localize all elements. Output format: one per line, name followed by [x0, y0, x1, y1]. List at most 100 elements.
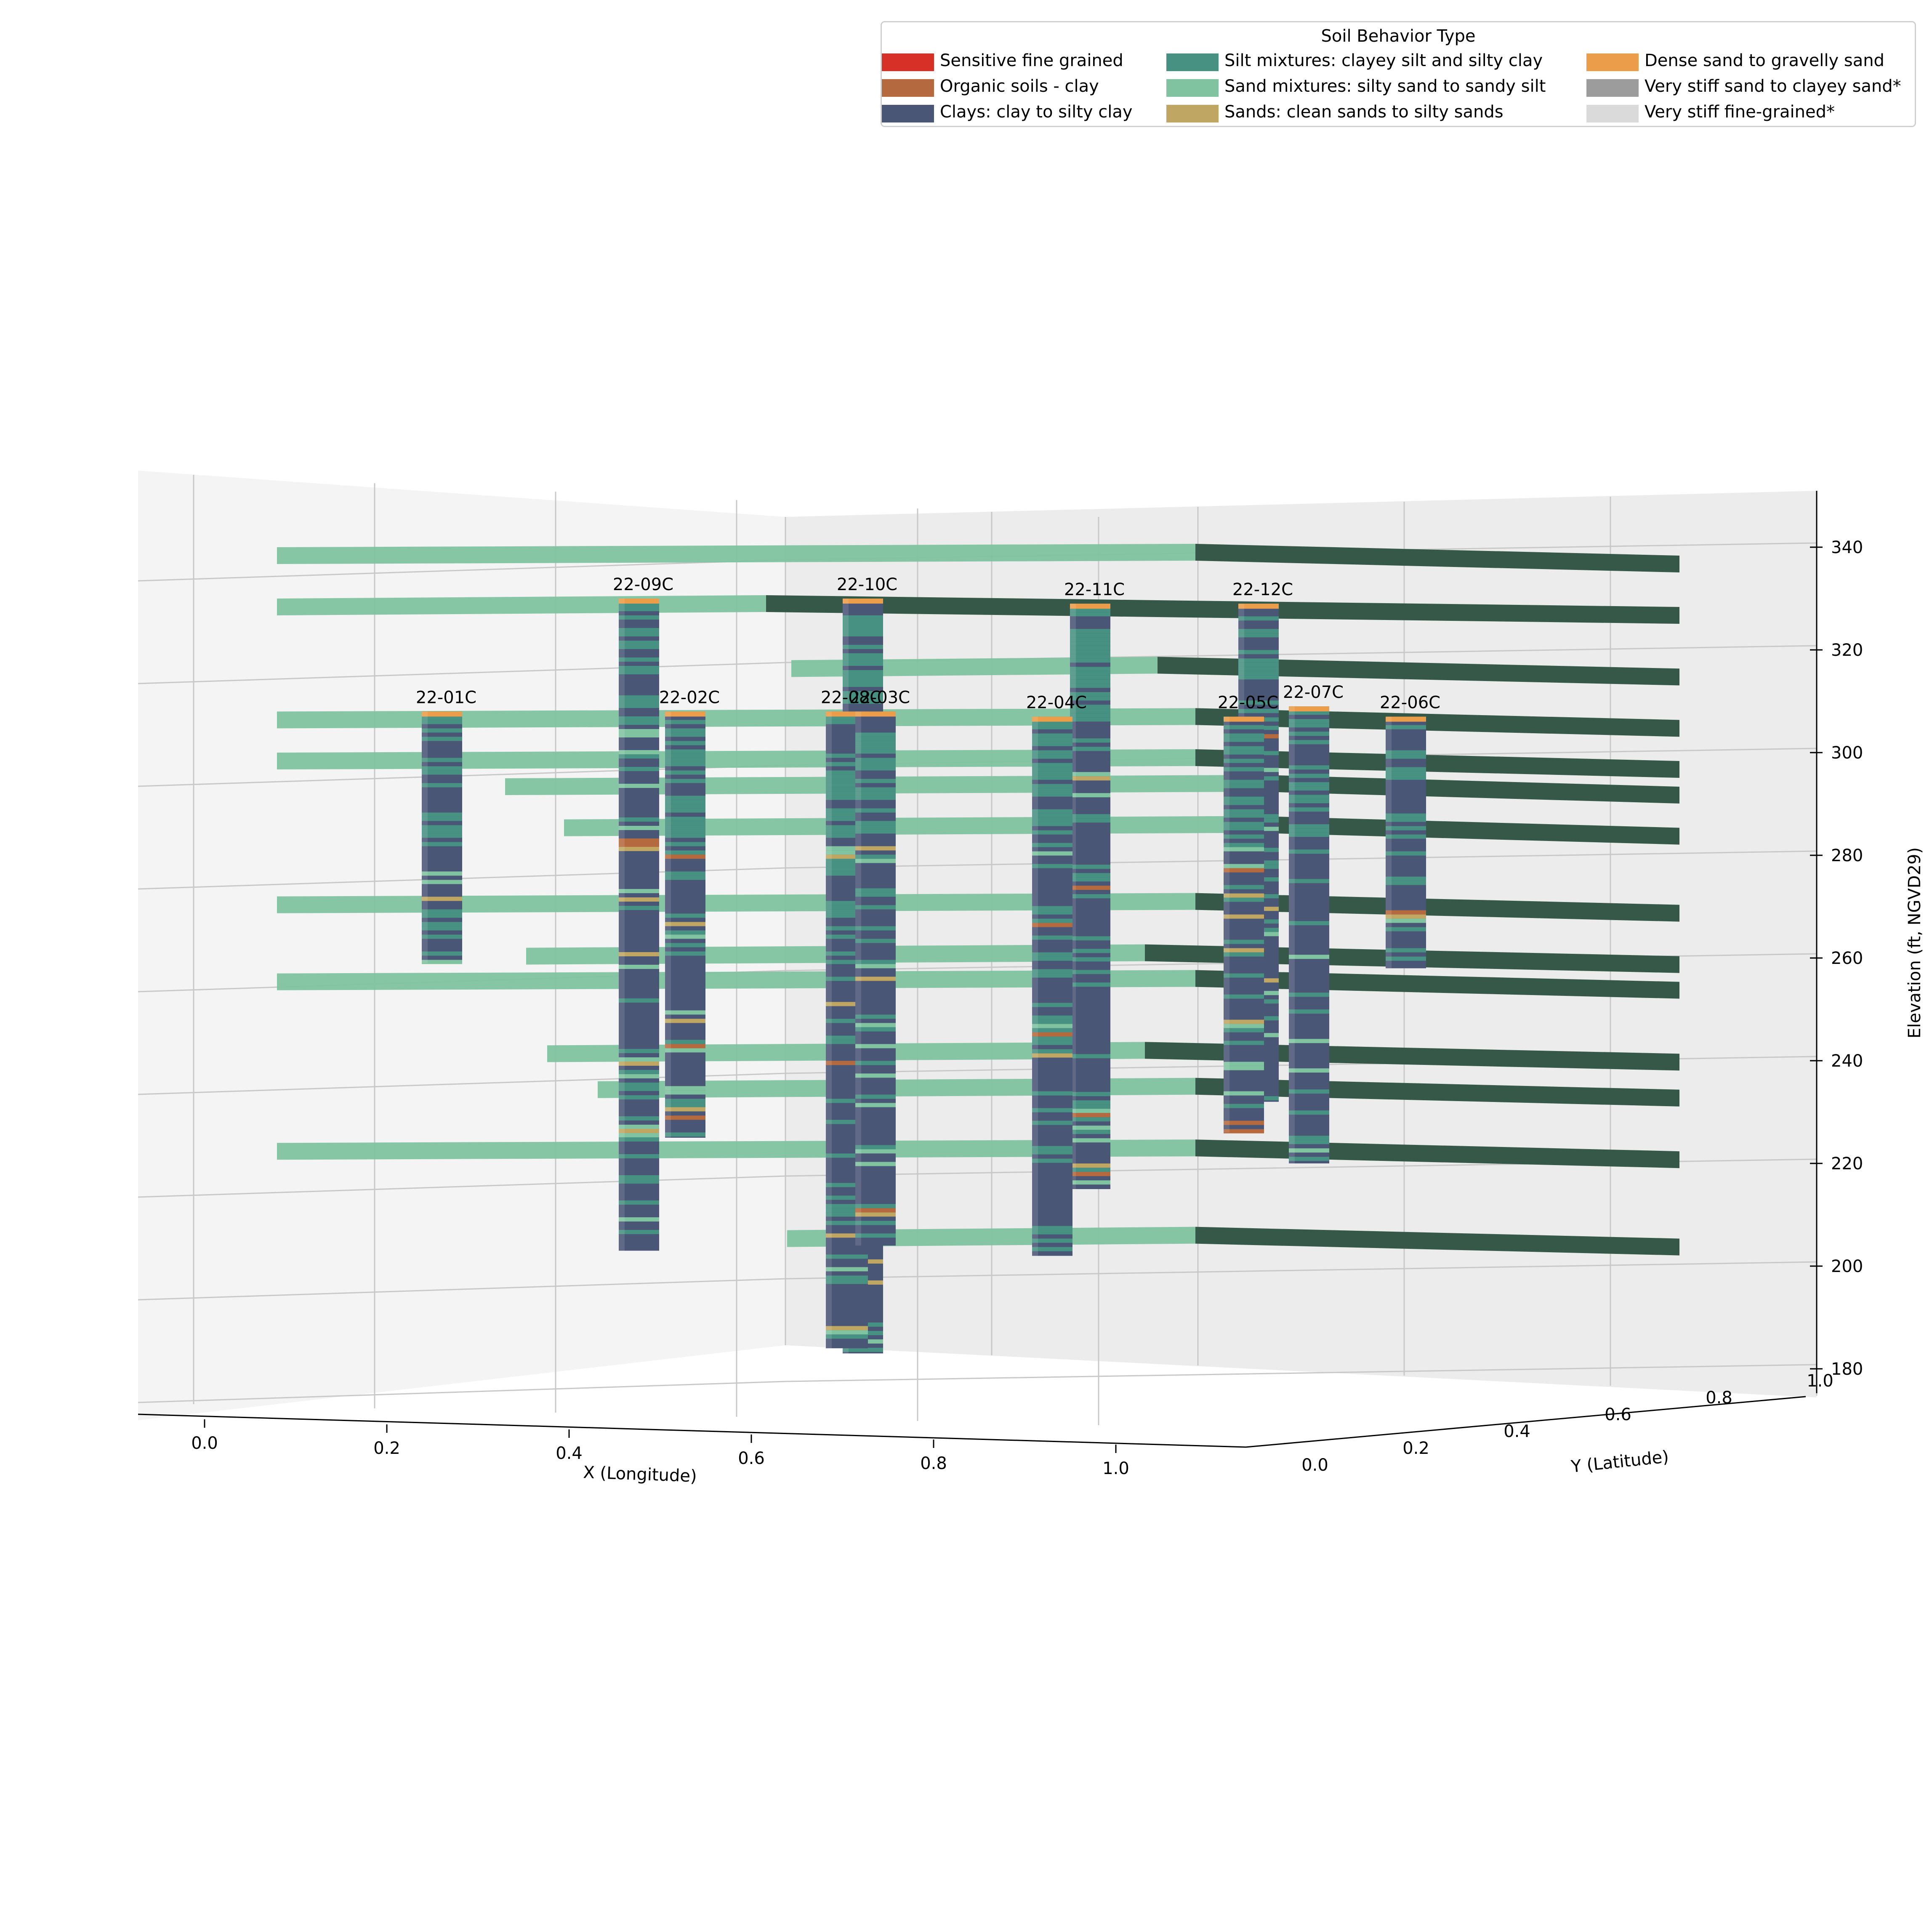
soil-layer-front [277, 970, 1195, 990]
borehole-band [826, 1221, 868, 1225]
borehole-band [826, 770, 868, 775]
borehole-band [855, 808, 896, 813]
borehole-band [1224, 952, 1264, 957]
borehole-band [1386, 956, 1426, 961]
borehole-band [826, 1280, 868, 1284]
borehole-band [619, 632, 659, 636]
borehole-band [1224, 826, 1264, 830]
borehole-band [855, 791, 896, 796]
borehole-band [1032, 788, 1072, 793]
borehole-band [1224, 1028, 1264, 1033]
borehole-band [1289, 1148, 1329, 1153]
borehole-band [1032, 725, 1072, 729]
borehole-band [855, 1103, 896, 1107]
z-gridline [138, 1278, 786, 1301]
borehole-highlight [422, 711, 428, 963]
borehole-band [826, 850, 868, 855]
legend-label: Silt mixtures: clayey silt and silty cla… [1224, 51, 1543, 70]
borehole-band [619, 666, 659, 670]
y-axis-line [1245, 1396, 1806, 1448]
borehole-band [826, 846, 868, 851]
legend-label: Sand mixtures: silty sand to sandy silt [1224, 77, 1546, 96]
borehole-band [1070, 877, 1110, 882]
borehole-band [1238, 667, 1279, 671]
borehole-label: 22-11C [1064, 580, 1125, 599]
borehole-band [1032, 1158, 1072, 1163]
borehole-band [619, 754, 659, 758]
borehole-band [665, 1107, 705, 1112]
borehole-band [1032, 784, 1072, 788]
z-tick-label: 340 [1831, 538, 1863, 557]
borehole-band [855, 854, 896, 859]
borehole-band [1224, 893, 1264, 898]
borehole-band [1032, 830, 1072, 835]
borehole-band [826, 1040, 868, 1044]
borehole-column [1032, 716, 1072, 1256]
borehole-band [619, 1179, 659, 1184]
borehole-band [1070, 1126, 1110, 1130]
borehole-band [1032, 754, 1072, 759]
soil-layer-side [1158, 657, 1679, 686]
borehole-band [1070, 982, 1110, 987]
borehole-band [855, 787, 896, 792]
borehole-band [1224, 733, 1264, 738]
x-axis-label: X (Longitude) [583, 1463, 697, 1486]
borehole-band [1032, 1226, 1072, 1230]
borehole-band [1032, 817, 1072, 822]
borehole-band [619, 784, 659, 788]
legend-title: Soil Behavior Type [1321, 27, 1476, 46]
borehole-band [1070, 641, 1110, 646]
borehole-band [1032, 1049, 1072, 1054]
borehole-band [855, 741, 896, 745]
borehole-band [1070, 713, 1110, 718]
borehole-22-03C: 22-03C [849, 688, 910, 1246]
borehole-band [619, 1217, 659, 1221]
borehole-band [665, 825, 705, 830]
borehole-band [826, 1035, 868, 1040]
borehole-band [855, 1044, 896, 1048]
borehole-band [665, 930, 705, 935]
borehole-22-11C: 22-11C [1064, 580, 1125, 1189]
borehole-cap [855, 711, 896, 717]
borehole-highlight [1289, 706, 1295, 1163]
borehole-band [843, 662, 883, 666]
borehole-band [1238, 629, 1279, 633]
borehole-band [422, 909, 462, 914]
borehole-band [1289, 955, 1329, 959]
borehole-band [422, 770, 462, 775]
borehole-label: 22-02C [659, 688, 720, 707]
y-tick-label: 0.0 [1301, 1456, 1328, 1475]
soil-layer-front [277, 708, 1195, 729]
borehole-band [1224, 914, 1264, 919]
borehole-band [826, 867, 868, 872]
borehole-band [1032, 969, 1072, 974]
borehole-band [855, 1221, 896, 1225]
borehole-band [1386, 754, 1426, 759]
borehole-band [1032, 923, 1072, 927]
borehole-band [422, 758, 462, 762]
borehole-band [1224, 746, 1264, 750]
borehole-band [1224, 897, 1264, 902]
borehole-band [1289, 879, 1329, 884]
borehole-band [843, 679, 883, 683]
borehole-band [1032, 822, 1072, 826]
borehole-22-04C: 22-04C [1026, 693, 1087, 1256]
borehole-band [619, 1087, 659, 1091]
borehole-band [826, 825, 868, 830]
legend-label: Dense sand to gravelly sand [1645, 51, 1884, 70]
borehole-band [1070, 629, 1110, 633]
borehole-band [855, 749, 896, 754]
borehole-band [665, 1115, 705, 1120]
borehole-band [1070, 637, 1110, 642]
borehole-band [1070, 949, 1110, 953]
borehole-band [826, 901, 868, 905]
borehole-band [1070, 738, 1110, 743]
borehole-band [1289, 828, 1329, 833]
borehole-band [422, 737, 462, 741]
borehole-highlight [619, 599, 625, 1251]
borehole-band [1386, 750, 1426, 755]
borehole-band [1032, 918, 1072, 923]
borehole-band [1070, 684, 1110, 688]
borehole-band [1070, 692, 1110, 697]
borehole-cap [1224, 716, 1264, 722]
